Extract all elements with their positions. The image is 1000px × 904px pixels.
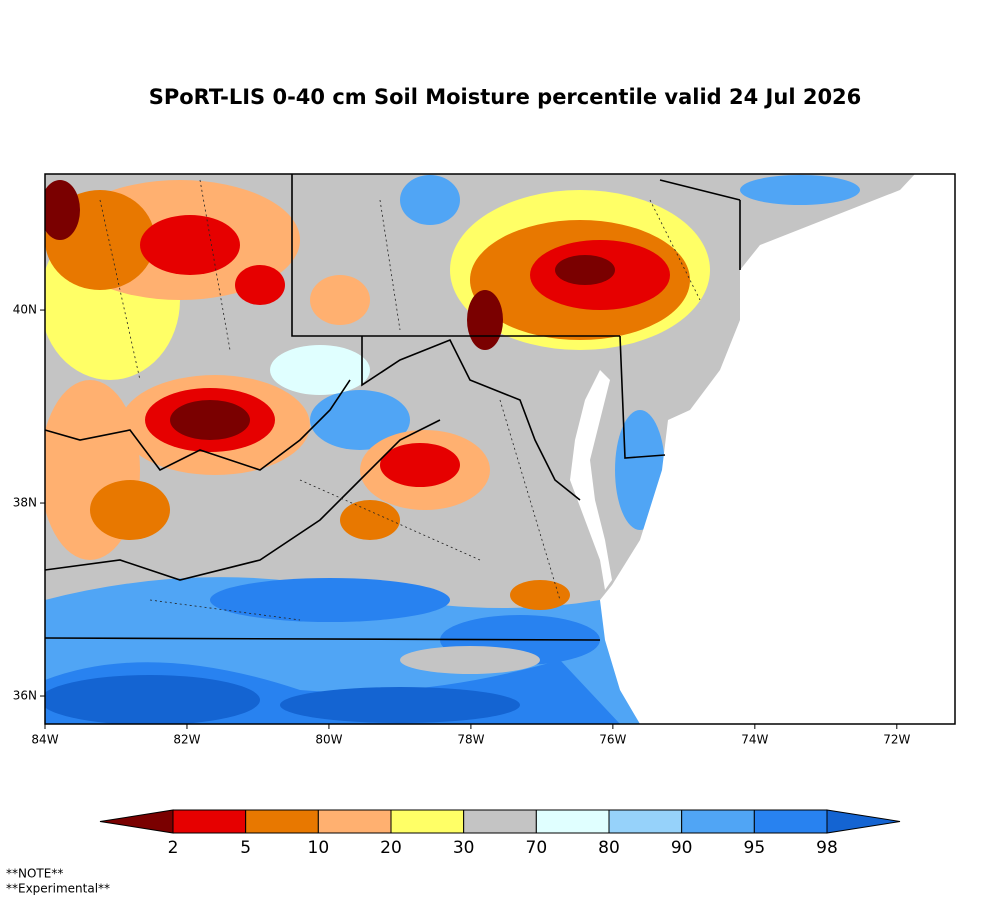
colorbar-box (390, 809, 465, 834)
colorbar-box (463, 809, 537, 834)
wet-area (400, 175, 460, 225)
colorbar-box (317, 809, 392, 834)
colorbar-box (245, 809, 319, 834)
colorbar-low (99, 809, 174, 834)
lon-tick-label: 78W (457, 733, 484, 747)
dry-area (90, 480, 170, 540)
lat-tick-label: 36N (13, 689, 37, 703)
lon-tick-label: 84W (31, 733, 58, 747)
map-field (45, 174, 955, 724)
colorbar-label: 30 (453, 838, 475, 858)
colorbar-box (535, 809, 610, 834)
lon-tick-label: 74W (741, 733, 768, 747)
borders (44, 174, 741, 641)
note: **Experimental** (6, 882, 110, 896)
map-frame (44, 173, 956, 725)
colorbar-label: 2 (168, 838, 179, 858)
wet-area (280, 687, 520, 723)
dry-area (510, 580, 570, 610)
lon-tick-label: 82W (173, 733, 200, 747)
colorbar-label: 80 (598, 838, 620, 858)
colorbar-label: 90 (671, 838, 693, 858)
dry-area (170, 400, 250, 440)
wet-area (45, 675, 260, 724)
lat-tick-label: 40N (13, 303, 37, 317)
colorbar-label: 98 (816, 838, 838, 858)
dry-area (235, 265, 285, 305)
wet-area (310, 390, 410, 450)
lon-tick-label: 72W (883, 733, 910, 747)
colorbar-label: 5 (240, 838, 251, 858)
wet-area (615, 410, 665, 530)
colorbar-label: 10 (308, 838, 330, 858)
colorbar-label: 95 (744, 838, 766, 858)
lon-tick-label: 76W (599, 733, 626, 747)
colorbar-box (753, 809, 828, 834)
dry-area (555, 255, 615, 285)
ocean (600, 174, 955, 724)
dry-area (340, 500, 400, 540)
colorbar-label: 20 (380, 838, 402, 858)
note: **NOTE** (6, 867, 63, 881)
mid-area (400, 646, 540, 674)
colorbar-box (681, 809, 755, 834)
colorbar-box (172, 809, 247, 834)
wet-area (740, 175, 860, 205)
chesapeake-bay (570, 370, 612, 590)
dry-area (310, 275, 370, 325)
colorbar-high (826, 809, 901, 834)
lon-tick-label: 80W (315, 733, 342, 747)
dry-area (467, 290, 503, 350)
wet-area (210, 578, 450, 622)
lat-tick-label: 38N (13, 496, 37, 510)
dry-area (380, 443, 460, 487)
dry-area (45, 180, 80, 240)
dry-area (140, 215, 240, 275)
colorbar-box (608, 809, 683, 834)
colorbar-label: 70 (526, 838, 548, 858)
map-title: SPoRT-LIS 0-40 cm Soil Moisture percenti… (149, 85, 862, 109)
wet-area (270, 345, 370, 395)
